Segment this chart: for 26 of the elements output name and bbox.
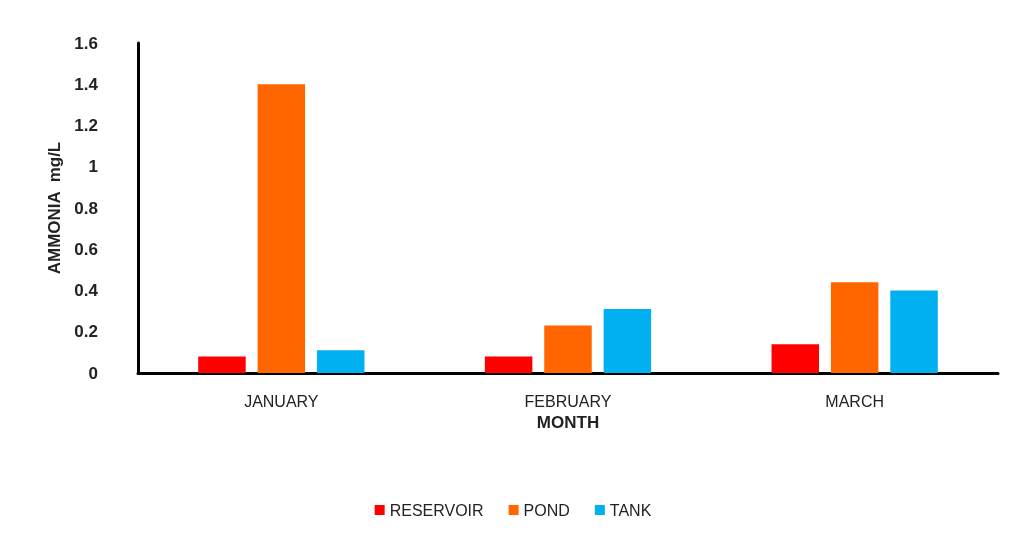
x-tick-label: MARCH — [825, 392, 884, 410]
y-tick-label: 0.6 — [74, 239, 98, 259]
bar — [198, 356, 246, 373]
y-tick-label: 0.8 — [74, 198, 98, 218]
legend-label: TANK — [609, 501, 652, 519]
y-tick-label: 0.2 — [74, 322, 98, 342]
y-tick-label: 1 — [88, 157, 98, 177]
bar — [544, 325, 592, 373]
bar — [257, 84, 306, 373]
bar — [603, 309, 652, 373]
y-tick-label: 1.2 — [74, 116, 98, 135]
bar — [830, 282, 879, 373]
y-tick-label: 0.4 — [74, 281, 99, 300]
x-axis-title: MONTH — [536, 412, 600, 432]
bar — [771, 344, 820, 373]
x-tick-label: FEBRUARY — [524, 392, 612, 410]
y-tick-label: 1.4 — [74, 74, 99, 94]
legend-label: RESERVOIR — [389, 501, 484, 519]
y-axis-title: AMMONIA mg/L — [45, 141, 65, 275]
bar — [890, 290, 938, 373]
legend-label: POND — [523, 501, 570, 519]
y-tick-label: 1.6 — [74, 33, 98, 53]
x-tick-label: JANUARY — [244, 392, 319, 410]
y-tick-label: 0 — [88, 363, 98, 383]
bar — [316, 350, 365, 373]
bar — [484, 356, 533, 373]
